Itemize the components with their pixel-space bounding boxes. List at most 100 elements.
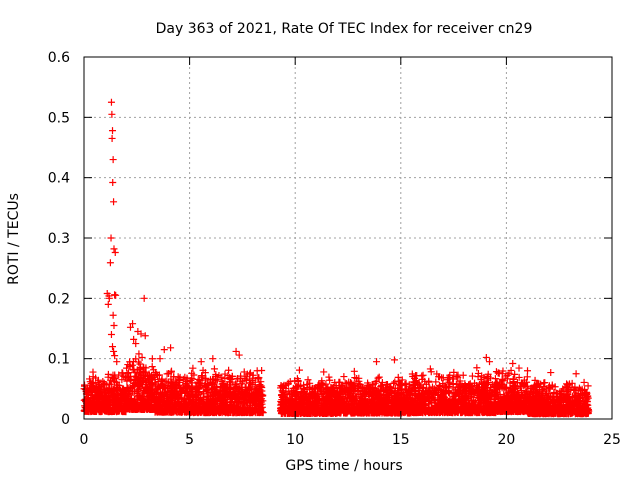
data-point	[131, 399, 139, 407]
data-point	[104, 393, 112, 401]
data-point	[278, 383, 286, 391]
data-point	[136, 360, 144, 368]
data-point	[369, 407, 377, 415]
data-point	[320, 396, 328, 404]
data-point	[126, 323, 134, 331]
data-point	[110, 321, 118, 329]
data-point	[109, 127, 117, 135]
data-point	[383, 380, 391, 388]
data-point	[305, 409, 313, 417]
data-point	[198, 372, 206, 380]
data-point	[362, 403, 370, 411]
data-point	[295, 398, 303, 406]
data-point	[162, 388, 170, 396]
data-point	[112, 291, 120, 299]
data-point	[340, 384, 348, 392]
data-point	[346, 386, 354, 394]
data-point	[402, 379, 410, 387]
data-point	[346, 395, 354, 403]
data-point	[290, 397, 298, 405]
data-point	[118, 406, 126, 414]
data-point	[139, 403, 147, 411]
data-point	[190, 371, 198, 379]
data-point	[126, 400, 134, 408]
data-point	[387, 389, 395, 397]
data-point	[154, 378, 162, 386]
data-point	[325, 373, 333, 381]
data-point	[113, 358, 121, 366]
data-point	[279, 392, 287, 400]
data-point	[204, 393, 212, 401]
data-point	[524, 367, 532, 375]
data-point	[294, 377, 302, 385]
data-point	[473, 364, 481, 372]
data-point	[156, 355, 164, 363]
data-point	[225, 366, 233, 374]
data-point	[427, 368, 435, 376]
data-point	[194, 402, 202, 410]
data-point	[326, 376, 334, 384]
data-point	[93, 383, 101, 391]
data-point	[378, 379, 386, 387]
data-point	[95, 402, 103, 410]
data-point	[377, 382, 385, 390]
data-point	[189, 364, 197, 372]
data-point	[361, 400, 369, 408]
data-point	[335, 400, 343, 408]
data-point	[320, 368, 328, 376]
data-point	[128, 383, 136, 391]
data-point	[300, 385, 308, 393]
data-point	[234, 388, 242, 396]
data-point	[350, 381, 358, 389]
data-point	[116, 399, 124, 407]
data-point	[334, 409, 342, 417]
data-point	[110, 245, 118, 253]
data-point	[130, 365, 138, 373]
data-point	[154, 371, 162, 379]
data-point	[110, 347, 118, 355]
data-point	[97, 382, 105, 390]
data-point	[547, 369, 555, 377]
data-point	[140, 294, 148, 302]
data-point	[279, 399, 287, 407]
data-point	[343, 407, 351, 415]
data-point	[213, 376, 221, 384]
data-point	[339, 388, 347, 396]
data-point	[104, 370, 112, 378]
data-point	[231, 393, 239, 401]
data-point	[188, 396, 196, 404]
data-point	[99, 377, 107, 385]
data-point	[148, 363, 156, 371]
data-point	[373, 387, 381, 395]
data-point	[214, 407, 222, 415]
data-point	[259, 392, 267, 400]
data-point	[283, 390, 291, 398]
data-point	[109, 311, 117, 319]
data-point	[322, 380, 330, 388]
data-point	[375, 373, 383, 381]
data-point	[240, 398, 248, 406]
data-point	[87, 399, 95, 407]
data-point	[135, 350, 143, 358]
data-point	[376, 394, 384, 402]
data-points	[80, 98, 593, 418]
data-point	[109, 178, 117, 186]
data-point	[102, 400, 110, 408]
data-point	[378, 407, 386, 415]
chart-title: Day 363 of 2021, Rate Of TEC Index for r…	[156, 21, 533, 37]
data-point	[374, 374, 382, 382]
data-point	[213, 387, 221, 395]
data-point	[173, 392, 181, 400]
data-point	[296, 391, 304, 399]
data-point	[99, 395, 107, 403]
data-point	[356, 396, 364, 404]
data-point	[398, 408, 406, 416]
data-point	[306, 391, 314, 399]
data-point	[373, 358, 381, 366]
data-point	[200, 390, 208, 398]
data-point	[105, 407, 113, 415]
data-point	[171, 384, 179, 392]
data-point	[255, 387, 263, 395]
data-point	[130, 335, 138, 343]
